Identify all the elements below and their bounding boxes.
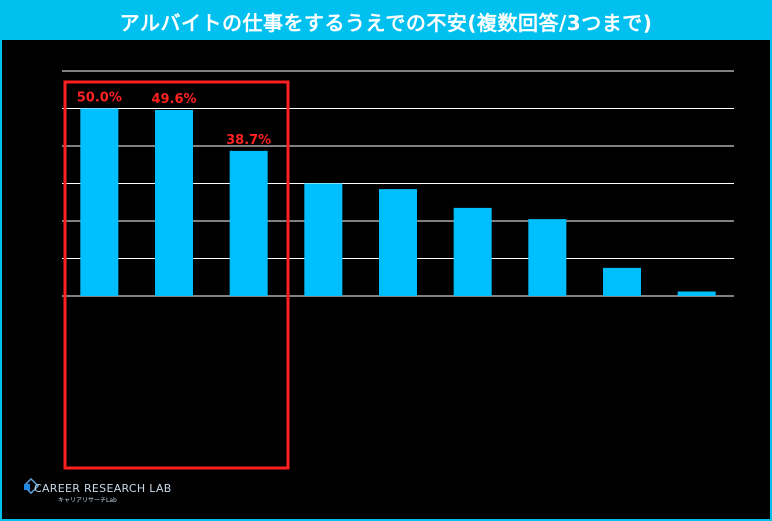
value-label: 50.0% [77, 91, 122, 106]
bar [229, 150, 268, 296]
logo-name: CAREER RESEARCH LAB [34, 482, 172, 495]
logo-subtitle: キャリアリサーチLab [58, 497, 117, 504]
bar [528, 219, 567, 296]
bar [379, 189, 417, 296]
bar [603, 267, 641, 296]
bar [304, 183, 343, 296]
value-label: 49.6% [151, 92, 196, 107]
bar [155, 110, 193, 296]
value-label: 38.7% [226, 133, 271, 148]
bar [80, 108, 119, 296]
bar [677, 291, 716, 296]
chart-title: アルバイトの仕事をするうえでの不安(複数回答/3つまで) [2, 2, 770, 40]
bar [453, 207, 492, 296]
career-research-lab-logo-icon [24, 478, 40, 495]
bars [80, 108, 716, 296]
value-labels: 50.0% 49.6% 38.7% [77, 91, 271, 148]
highlight-box [63, 80, 290, 470]
